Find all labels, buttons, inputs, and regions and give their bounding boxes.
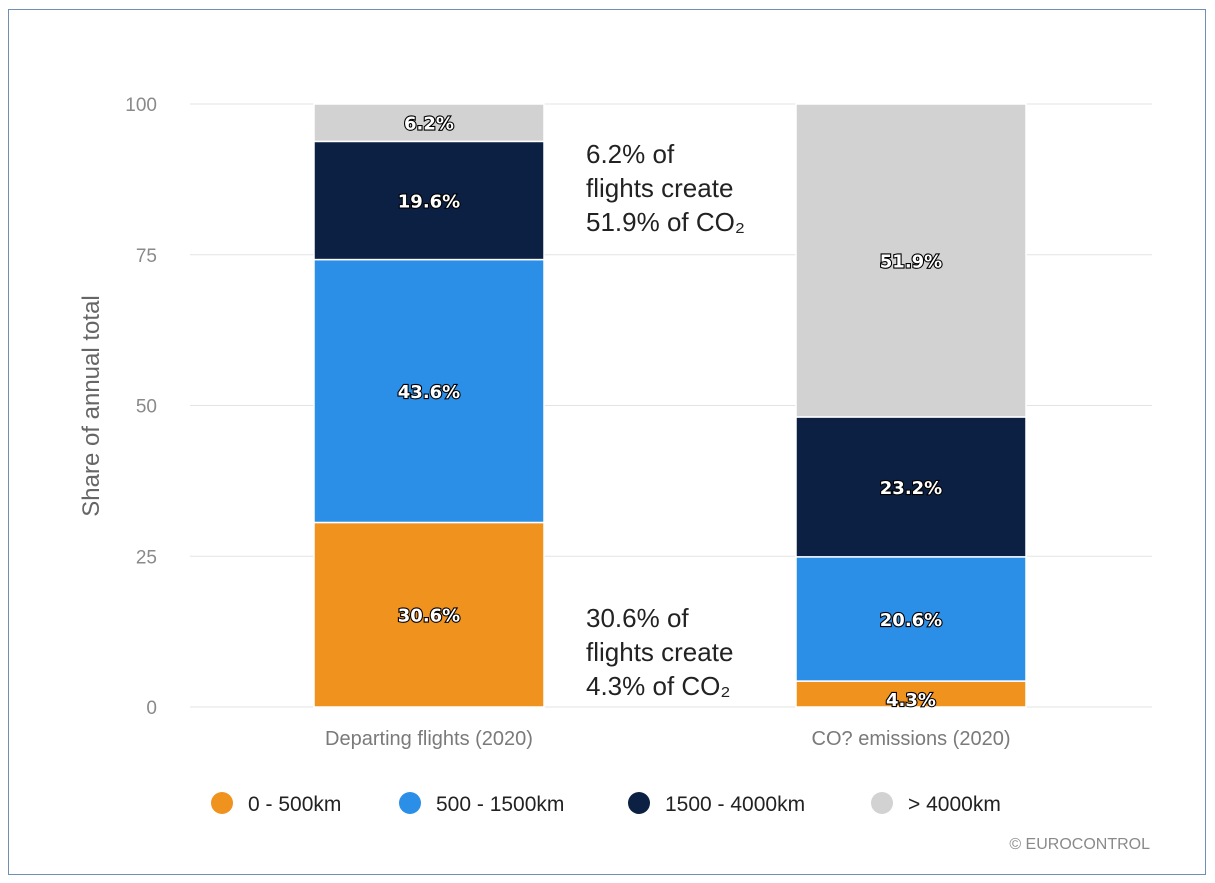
legend-label: > 4000km bbox=[908, 793, 1001, 816]
annotation-line: 51.9% of CO₂ bbox=[586, 207, 745, 237]
bar-segment bbox=[313, 521, 545, 708]
bars bbox=[313, 103, 1027, 708]
legend-item[interactable]: 0 - 500km bbox=[211, 792, 341, 816]
data-label: 43.6% bbox=[398, 382, 460, 403]
y-tick-label: 100 bbox=[125, 95, 157, 116]
data-label: 20.6% bbox=[880, 610, 942, 631]
x-axis-ticks: Departing flights (2020) CO? emissions (2… bbox=[325, 728, 1010, 750]
legend-item[interactable]: 500 - 1500km bbox=[399, 792, 564, 816]
data-label: 4.3% bbox=[886, 690, 936, 711]
bar-segment bbox=[795, 103, 1027, 418]
legend-swatch bbox=[628, 792, 650, 814]
legend-swatch bbox=[871, 792, 893, 814]
legend-swatch bbox=[211, 792, 233, 814]
annotation-line: 4.3% of CO₂ bbox=[586, 671, 731, 701]
bar-segment bbox=[795, 556, 1027, 682]
annotation-line: 6.2% of bbox=[586, 139, 675, 169]
x-tick-label: CO? emissions (2020) bbox=[812, 728, 1011, 750]
y-tick-label: 25 bbox=[136, 547, 157, 568]
data-label: 19.6% bbox=[398, 191, 460, 212]
annotation-line: flights create bbox=[586, 637, 733, 667]
data-label: 6.2% bbox=[404, 114, 454, 135]
y-tick-label: 75 bbox=[136, 246, 157, 267]
legend-item[interactable]: 1500 - 4000km bbox=[628, 792, 805, 816]
credit: © EUROCONTROL bbox=[1009, 836, 1150, 853]
y-axis-ticks: 0 25 50 75 100 bbox=[125, 95, 157, 719]
y-tick-label: 50 bbox=[136, 397, 157, 418]
y-tick-label: 0 bbox=[146, 698, 157, 719]
y-axis-label: Share of annual total bbox=[78, 295, 105, 517]
annotation-line: flights create bbox=[586, 173, 733, 203]
data-label: 30.6% bbox=[398, 606, 460, 627]
annotation-line: 30.6% of bbox=[586, 603, 689, 633]
segment-labels: 30.6% 43.6% 19.6% 6.2% 4.3% 20.6% 23.2% 51.9% bbox=[397, 113, 944, 713]
x-tick-label: Departing flights (2020) bbox=[325, 728, 533, 750]
legend-label: 0 - 500km bbox=[248, 793, 341, 816]
legend-swatch bbox=[399, 792, 421, 814]
legend-label: 1500 - 4000km bbox=[665, 793, 805, 816]
legend: 0 - 500km 500 - 1500km 1500 - 4000km > 4000… bbox=[211, 792, 1001, 816]
legend-label: 500 - 1500km bbox=[436, 793, 564, 816]
annotations: 6.2% of flights create 51.9% of CO₂ 30.6% o… bbox=[586, 139, 745, 701]
data-label: 23.2% bbox=[880, 478, 942, 499]
bar-segment bbox=[795, 416, 1027, 558]
legend-item[interactable]: > 4000km bbox=[871, 792, 1001, 816]
bar-segment bbox=[313, 103, 545, 143]
data-label: 51.9% bbox=[880, 251, 942, 272]
